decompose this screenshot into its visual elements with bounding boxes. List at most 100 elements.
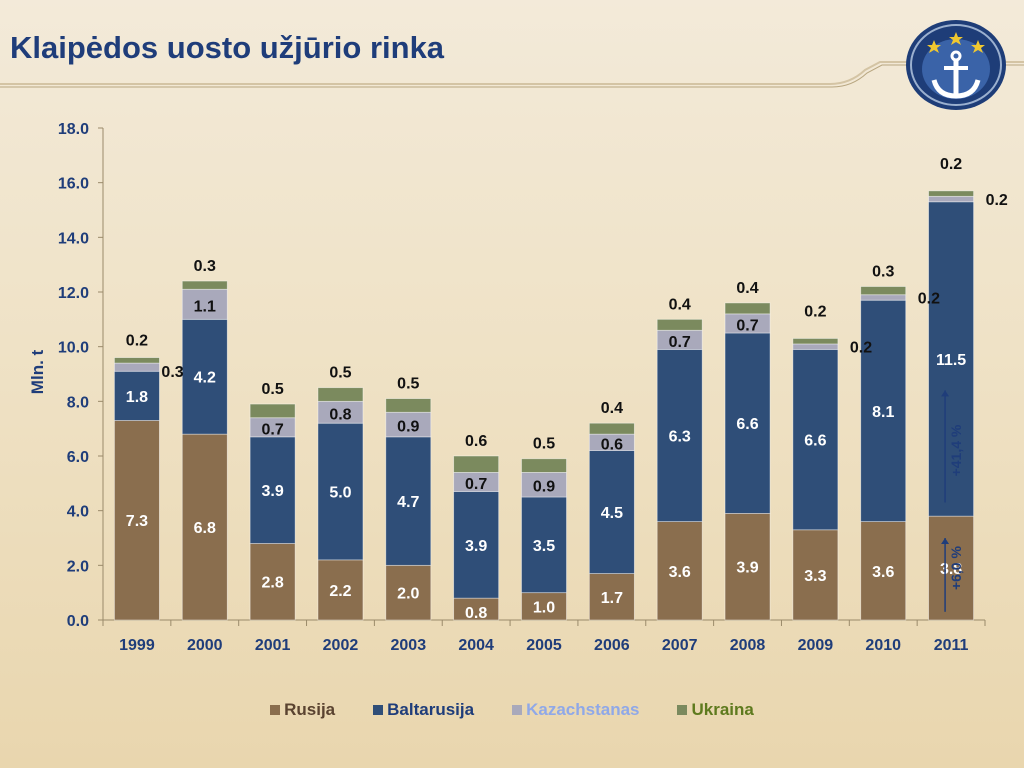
legend-label-baltarusija: Baltarusija — [387, 700, 475, 719]
data-label-kazachstanas: 1.1 — [194, 298, 216, 315]
data-label-baltarusija: 4.5 — [601, 505, 623, 522]
data-label-baltarusija: 4.7 — [397, 494, 419, 511]
bar-segment-rusija — [588, 573, 635, 621]
data-label-rusija: 3.6 — [669, 564, 691, 581]
data-label-baltarusija: 3.5 — [533, 538, 555, 555]
data-label-ukraina: 0.2 — [940, 156, 962, 173]
arrow-head-icon — [941, 538, 950, 544]
bar-segment-baltarusija — [928, 201, 974, 517]
anchor-icon — [906, 20, 1006, 110]
data-label-baltarusija: 6.6 — [736, 416, 758, 433]
legend-swatch-rusija — [270, 705, 281, 715]
data-label-baltarusija: 3.9 — [465, 538, 487, 555]
data-label-rusija: 0.8 — [465, 605, 487, 622]
bar-segment-baltarusija — [724, 332, 771, 514]
data-label-baltarusija: 6.6 — [804, 433, 826, 450]
data-label-rusija: 1.0 — [533, 599, 555, 616]
y-tick-label: 4.0 — [67, 504, 89, 521]
bar-segment-ukraina — [521, 458, 567, 473]
y-tick-label: 16.0 — [58, 176, 89, 193]
x-tick-label: 2010 — [865, 637, 901, 654]
header-divider — [0, 61, 1024, 88]
bar-segment-ukraina — [385, 398, 432, 413]
data-label-kazachstanas: 0.6 — [601, 436, 623, 453]
data-label-baltarusija: 8.1 — [872, 404, 894, 421]
chart-data-labels: 7.3 1.8 0.3 0.2 6.8 4.2 1.1 0.3 2.8 3.9 0.7 0.5 2.2 5… — [126, 156, 1008, 622]
data-label-ukraina: 0.3 — [194, 258, 216, 275]
bar-segment-ukraina — [317, 387, 364, 402]
bar-segment-baltarusija — [181, 318, 228, 435]
y-tick-label: 18.0 — [58, 121, 89, 138]
data-label-kazachstanas: 0.9 — [397, 419, 419, 436]
data-label-ukraina: 0.5 — [397, 376, 419, 393]
data-label-ukraina: 0.5 — [261, 381, 283, 398]
legend-label-ukraina: Ukraina — [691, 700, 754, 719]
data-label-ukraina: 0.2 — [126, 333, 148, 350]
chart-bars — [114, 190, 974, 621]
growth-annotations: +41,4 % +6,0 % — [941, 390, 964, 612]
data-label-rusija: 2.2 — [329, 583, 351, 600]
legend-item-rusija: Rusija — [270, 698, 335, 722]
bar-segment-baltarusija — [860, 299, 907, 523]
bar-segment-baltarusija — [656, 348, 703, 522]
data-label-rusija: 7.3 — [126, 513, 148, 530]
data-label-baltarusija: 6.3 — [669, 429, 691, 446]
bar-segment-kazachstanas — [521, 471, 567, 498]
bar-segment-kazachstanas — [385, 411, 432, 438]
bar-segment-ukraina — [588, 422, 635, 435]
bar-segment-rusija — [181, 433, 228, 621]
y-tick-label: 10.0 — [58, 340, 89, 357]
legend-item-ukraina: Ukraina — [677, 698, 754, 722]
bar-segment-ukraina — [181, 280, 228, 290]
growth-label-rusija: +6,0 % — [948, 546, 964, 591]
x-tick-label: 1999 — [119, 637, 155, 654]
data-label-kazachstanas: 0.2 — [850, 340, 872, 357]
bar-segment-baltarusija — [385, 436, 432, 566]
bar-segment-rusija — [928, 515, 974, 621]
bar-segment-kazachstanas — [181, 288, 228, 320]
page-title: Klaipėdos uosto užjūrio rinka — [10, 30, 445, 65]
bar-segment-kazachstanas — [928, 195, 974, 203]
data-label-ukraina: 0.5 — [329, 365, 351, 382]
bar-segment-kazachstanas — [114, 362, 160, 372]
chart-legend: Rusija Baltarusija Kazachstanas Ukraina — [0, 698, 1024, 722]
x-tick-label: 2009 — [798, 637, 834, 654]
bar-segment-baltarusija — [249, 436, 296, 544]
y-axis-label: Mln. t — [28, 349, 47, 394]
data-label-baltarusija: 4.2 — [194, 370, 216, 387]
bar-segment-ukraina — [453, 455, 500, 473]
bar-segment-ukraina — [114, 357, 160, 364]
data-label-rusija: 6.8 — [194, 520, 216, 537]
bar-segment-baltarusija — [792, 348, 839, 531]
arrow-head-icon — [941, 390, 950, 397]
legend-label-kazachstanas: Kazachstanas — [526, 700, 640, 719]
x-tick-label: 2001 — [255, 637, 291, 654]
legend-label-rusija: Rusija — [284, 700, 336, 719]
data-label-baltarusija: 1.8 — [126, 389, 148, 406]
data-label-kazachstanas: 0.2 — [986, 192, 1008, 209]
bar-segment-rusija — [860, 521, 907, 621]
data-label-ukraina: 0.3 — [872, 264, 894, 281]
x-tick-label: 2008 — [730, 637, 766, 654]
data-label-rusija: 2.8 — [261, 575, 283, 592]
bar-segment-rusija — [521, 592, 567, 621]
bar-segment-rusija — [114, 420, 160, 621]
data-label-rusija: 3.3 — [804, 568, 826, 585]
bar-segment-kazachstanas — [792, 343, 839, 350]
data-label-baltarusija: 3.9 — [261, 483, 283, 500]
y-tick-label: 2.0 — [67, 558, 89, 575]
data-label-kazachstanas: 0.8 — [329, 406, 351, 423]
data-label-rusija: 3.9 — [736, 560, 758, 577]
data-label-rusija: 3.6 — [872, 564, 894, 581]
data-label-kazachstanas: 0.9 — [533, 479, 555, 496]
data-label-kazachstanas: 0.7 — [261, 421, 283, 438]
data-label-ukraina: 0.5 — [533, 436, 555, 453]
y-tick-label: 6.0 — [67, 449, 89, 466]
bar-segment-ukraina — [928, 190, 974, 197]
legend-swatch-kazachstanas — [512, 705, 523, 715]
bar-segment-baltarusija — [521, 496, 567, 594]
bar-segment-rusija — [792, 529, 839, 621]
data-label-ukraina: 0.4 — [736, 280, 758, 297]
x-tick-label: 2000 — [187, 637, 223, 654]
